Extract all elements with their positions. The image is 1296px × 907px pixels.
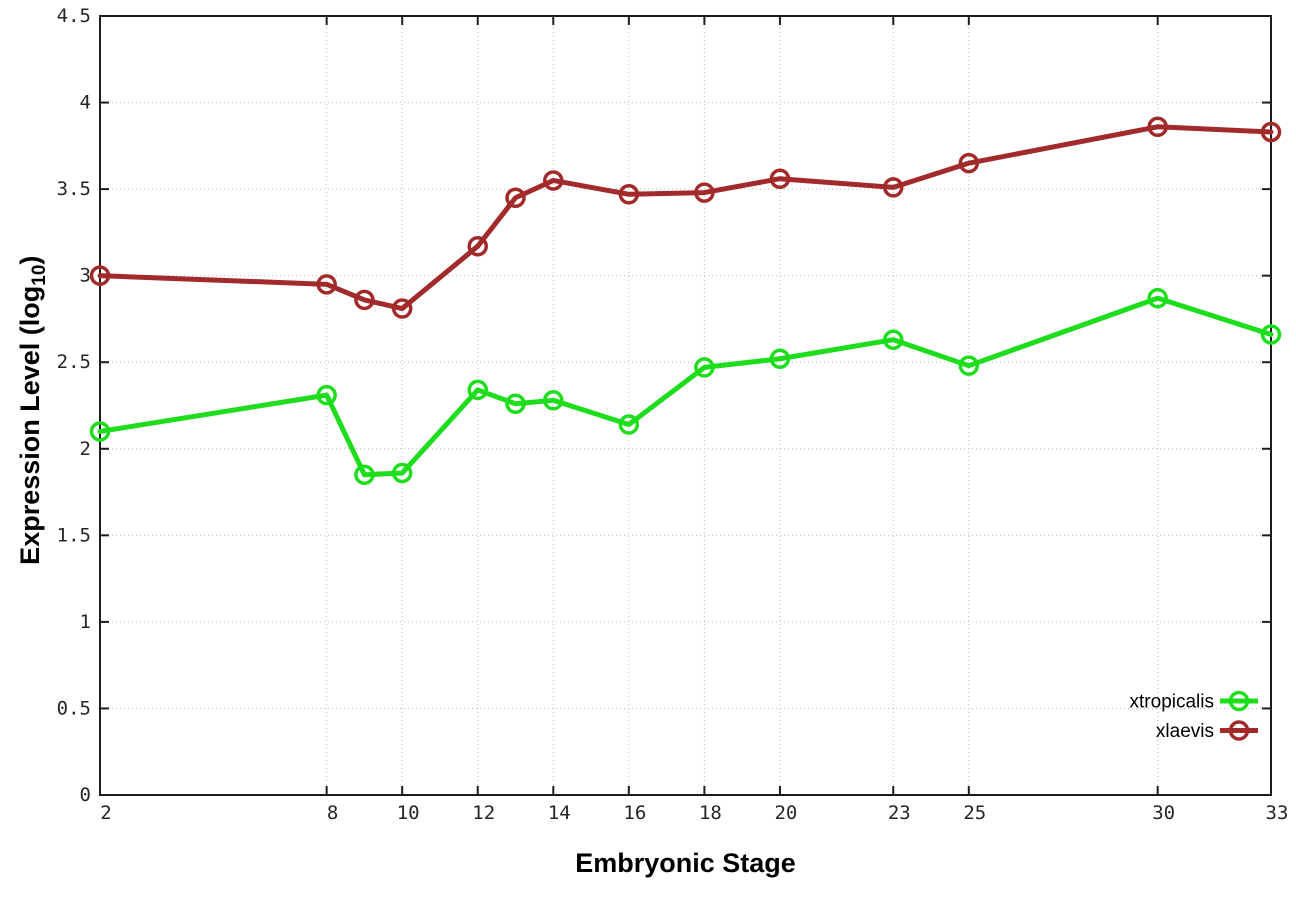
data-point-xtropicalis — [543, 390, 564, 411]
data-point-xtropicalis — [694, 357, 715, 378]
data-point-xlaevis — [89, 265, 111, 286]
series-xtropicalis — [89, 287, 1282, 485]
data-point-xtropicalis — [1147, 287, 1168, 309]
series-xlaevis — [89, 116, 1282, 319]
x-tick-label: 10 — [397, 802, 420, 824]
x-tick-label: 30 — [1152, 802, 1175, 824]
data-point-xlaevis — [618, 184, 640, 205]
legend-label-xlaevis: xlaevis — [1156, 721, 1214, 742]
data-point-xtropicalis — [769, 348, 791, 370]
data-point-xlaevis — [316, 274, 337, 295]
data-point-xlaevis — [391, 298, 413, 319]
legend-label-xtropicalis: xtropicalis — [1130, 692, 1214, 713]
data-point-xtropicalis — [958, 355, 980, 376]
series-line-xlaevis — [97, 124, 1274, 312]
data-point-xtropicalis — [883, 329, 904, 350]
y-tick-label: 2.5 — [57, 351, 91, 373]
y-tick-label: 3 — [80, 265, 91, 287]
data-point-xlaevis — [958, 152, 980, 174]
data-point-xlaevis — [543, 170, 564, 191]
y-tick-label: 3.5 — [57, 178, 91, 200]
data-point-xlaevis — [1260, 121, 1282, 143]
y-tick-label: 2 — [80, 438, 91, 460]
legend-sample-marker-xlaevis — [1228, 720, 1250, 741]
y-tick-label: 1.5 — [57, 524, 91, 546]
data-point-xtropicalis — [391, 462, 413, 484]
data-point-xlaevis — [467, 235, 488, 257]
data-point-xtropicalis — [316, 384, 337, 406]
y-tick-label: 1 — [80, 611, 91, 633]
y-axis-title: Expression Level (log10) — [15, 230, 51, 590]
data-point-xlaevis — [1147, 116, 1168, 138]
x-tick-label: 14 — [548, 802, 571, 824]
x-axis-title: Embryonic Stage — [575, 848, 796, 878]
data-point-xlaevis — [354, 289, 375, 311]
data-point-xlaevis — [769, 168, 791, 189]
x-tick-label: 23 — [888, 802, 911, 824]
data-point-xtropicalis — [89, 421, 111, 442]
x-tick-label: 20 — [774, 802, 797, 824]
x-tick-label: 8 — [327, 802, 338, 824]
x-tick-label: 16 — [623, 802, 646, 824]
data-point-xtropicalis — [354, 464, 375, 485]
plot-border — [99, 15, 1272, 796]
y-axis-title-suffix: ) — [14, 255, 45, 265]
data-point-xtropicalis — [1260, 324, 1282, 345]
legend-item-xlaevis: xlaevis — [1156, 720, 1258, 742]
data-point-xtropicalis — [618, 414, 640, 435]
data-point-xlaevis — [505, 187, 526, 209]
x-tick-label: 33 — [1266, 802, 1289, 824]
y-axis-title-subscript: 10 — [29, 264, 51, 286]
data-point-xlaevis — [694, 182, 715, 203]
data-point-xtropicalis — [467, 379, 488, 401]
y-tick-label: 4 — [80, 92, 91, 114]
y-axis-title-text: Expression Level (log — [14, 285, 45, 565]
legend-item-xtropicalis: xtropicalis — [1130, 690, 1258, 713]
y-tick-label: 4.5 — [57, 5, 91, 27]
y-tick-label: 0 — [80, 784, 91, 806]
x-tick-label: 18 — [699, 802, 722, 824]
y-tick-label: 0.5 — [57, 697, 91, 719]
legend-sample-marker-xtropicalis — [1228, 690, 1250, 712]
data-point-xtropicalis — [505, 393, 526, 415]
x-tick-label: 25 — [963, 802, 986, 824]
x-tick-label: 2 — [100, 802, 111, 824]
data-point-xlaevis — [883, 177, 904, 198]
series-line-xtropicalis — [97, 295, 1274, 478]
x-tick-label: 12 — [472, 802, 495, 824]
